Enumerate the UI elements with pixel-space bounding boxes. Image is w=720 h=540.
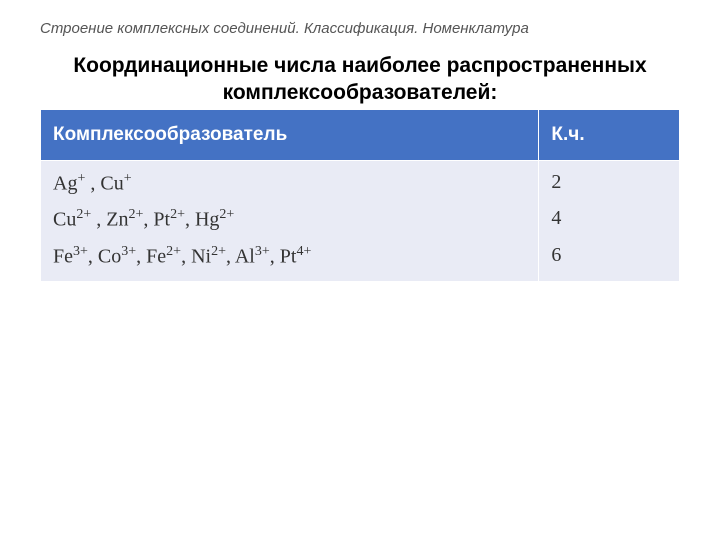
cell-ions: Ag+ , Cu+ — [41, 160, 539, 201]
table-row: Fe3+, Co3+, Fe2+, Ni2+, Al3+, Pt4+ 6 — [41, 238, 680, 281]
col-header-complexer: Комплексообразователь — [41, 109, 539, 160]
breadcrumb: Строение комплексных соединений. Классиф… — [40, 20, 680, 37]
table-row: Ag+ , Cu+ 2 — [41, 160, 680, 201]
cell-cn: 2 — [539, 160, 680, 201]
cell-ions: Fe3+, Co3+, Fe2+, Ni2+, Al3+, Pt4+ — [41, 238, 539, 281]
cell-ions: Cu2+ , Zn2+, Pt2+, Hg2+ — [41, 201, 539, 238]
col-header-cn: К.ч. — [539, 109, 680, 160]
coordination-table: Комплексообразователь К.ч. Ag+ , Cu+ 2 C… — [40, 109, 680, 282]
page-title: Координационные числа наиболее распростр… — [40, 52, 680, 107]
cell-cn: 4 — [539, 201, 680, 238]
cell-cn: 6 — [539, 238, 680, 281]
table-header-row: Комплексообразователь К.ч. — [41, 109, 680, 160]
table-row: Cu2+ , Zn2+, Pt2+, Hg2+ 4 — [41, 201, 680, 238]
